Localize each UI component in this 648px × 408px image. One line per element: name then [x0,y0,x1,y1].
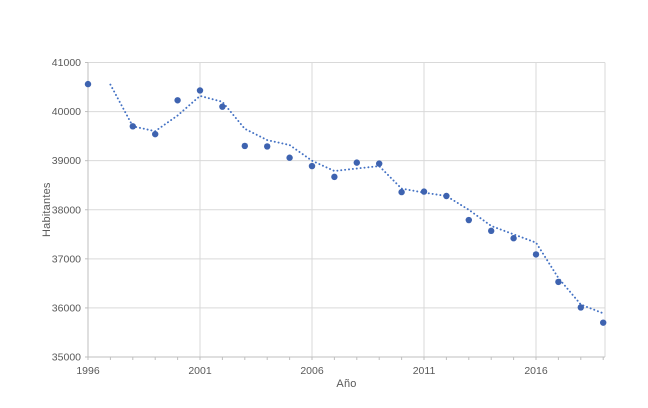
data-point-2019 [600,319,607,326]
data-point-2006 [308,162,316,170]
data-point-1998 [129,123,136,130]
data-point-2014 [488,227,495,235]
x-tick-label-2001: 2001 [188,365,212,377]
y-tick-label-35000: 35000 [52,352,81,364]
data-point-2004 [264,143,271,150]
data-point-2003 [241,142,248,150]
data-point-2011 [420,188,428,195]
y-tick-label-39000: 39000 [52,155,81,167]
data-point-2017 [555,278,562,286]
data-point-2010 [398,188,405,196]
y-tick-label-37000: 37000 [52,253,81,265]
data-point-2002 [219,103,226,110]
data-point-1996 [84,80,92,88]
x-tick-label-2006: 2006 [300,365,324,377]
x-tick-label-1996: 1996 [76,365,100,377]
data-point-1999 [152,130,159,138]
x-tick-label-2016: 2016 [524,365,548,377]
y-tick-label-38000: 38000 [52,204,81,216]
trendline-dotted [109,83,605,315]
data-point-2018 [577,304,584,311]
data-point-2001 [196,87,204,94]
data-point-2013 [465,216,472,224]
data-point-2005 [286,154,293,161]
y-tick-label-40000: 40000 [52,106,81,118]
data-point-2008 [353,159,360,166]
data-point-2000 [174,97,181,104]
y-axis-title: Habitantes [41,182,53,237]
y-tick-label-41000: 41000 [52,57,81,69]
data-point-2015 [510,235,517,242]
data-point-2007 [331,173,338,181]
data-point-2009 [376,160,383,167]
data-point-2016 [532,251,540,258]
y-tick-label-36000: 36000 [52,302,81,314]
x-axis-title: Año [336,378,357,390]
data-point-2012 [443,192,450,200]
x-tick-label-2011: 2011 [413,365,436,377]
